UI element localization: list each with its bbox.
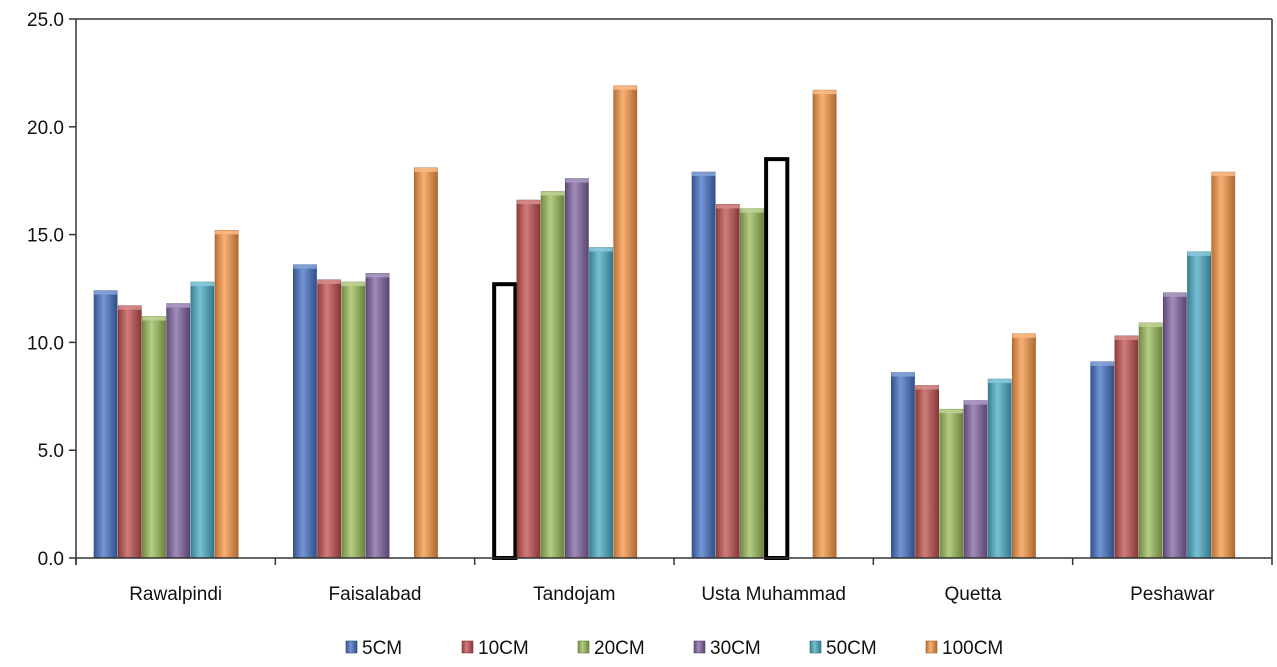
bar-cap-tandojam-100cm <box>613 85 637 90</box>
legend-label-5cm: 5CM <box>362 638 402 659</box>
bar-cap-rawalpindi-30cm <box>166 303 190 308</box>
bar-faisalabad-5cm <box>293 264 317 559</box>
bar-cap-rawalpindi-50cm <box>190 282 214 287</box>
axes-layer: 0.0 5.0 10.0 15.0 20.0 25.0 Rawalpindi Faisalab… <box>27 10 1273 605</box>
bar-peshawar-50cm <box>1187 251 1211 559</box>
bar-cap-peshawar-30cm <box>1163 292 1187 297</box>
bar-quetta-50cm <box>987 378 1012 559</box>
y-tick-label: 20.0 <box>27 118 64 139</box>
bar-usta-muhammad-5cm <box>691 171 716 559</box>
bar-cap-peshawar-5cm <box>1090 361 1114 366</box>
legend-swatch-10cm <box>461 640 474 654</box>
legend-swatch-30cm <box>693 640 706 654</box>
bar-cap-peshawar-20cm <box>1139 322 1163 327</box>
bar-cap-quetta-10cm <box>915 385 939 390</box>
bar-quetta-20cm <box>939 408 964 559</box>
bar-rawalpindi-5cm <box>93 290 118 559</box>
x-category-label: Faisalabad <box>329 584 422 605</box>
bar-cap-faisalabad-10cm <box>317 279 341 284</box>
bar-cap-quetta-20cm <box>939 409 963 414</box>
bar-faisalabad-100cm <box>414 167 438 559</box>
bar-cap-tandojam-50cm <box>589 247 613 252</box>
bar-rawalpindi-50cm <box>190 281 215 559</box>
x-category-label: Peshawar <box>1130 584 1215 605</box>
bar-rawalpindi-10cm <box>117 305 142 559</box>
bar-cap-peshawar-50cm <box>1187 251 1211 256</box>
bar-quetta-100cm <box>1012 333 1036 559</box>
bars-layer <box>93 85 1236 560</box>
legend-label-30cm: 30CM <box>710 638 761 659</box>
y-tick-label: 15.0 <box>27 226 64 247</box>
bar-cap-quetta-5cm <box>891 372 915 377</box>
bar-cap-usta-muhammad-5cm <box>692 172 716 177</box>
x-category-label: Rawalpindi <box>129 584 222 605</box>
bar-cap-peshawar-10cm <box>1114 335 1139 340</box>
legend-swatch-20cm <box>577 640 590 654</box>
bar-cap-faisalabad-30cm <box>365 273 390 278</box>
bar-cap-quetta-50cm <box>988 379 1012 384</box>
bar-cap-tandojam-20cm <box>541 191 565 196</box>
bar-cap-rawalpindi-20cm <box>142 316 166 321</box>
bar-faisalabad-10cm <box>317 279 342 559</box>
legend: 5CM 10CM 20CM 30CM 50CM 100CM <box>345 638 1003 659</box>
bar-cap-tandojam-10cm <box>516 200 541 205</box>
bar-cap-usta-muhammad-20cm <box>740 208 764 213</box>
bar-tandojam-30cm <box>564 178 589 559</box>
y-tick-label: 0.0 <box>38 549 64 570</box>
bar-quetta-30cm <box>963 400 988 559</box>
y-tick-label: 10.0 <box>27 333 64 354</box>
y-tick-label: 25.0 <box>27 10 64 31</box>
bar-peshawar-30cm <box>1162 292 1187 559</box>
legend-label-20cm: 20CM <box>594 638 645 659</box>
x-category-label: Quetta <box>944 584 1001 605</box>
bar-faisalabad-20cm <box>341 281 366 559</box>
bar-cap-faisalabad-5cm <box>293 264 317 269</box>
x-category-label: Tandojam <box>533 584 615 605</box>
bar-cap-usta-muhammad-10cm <box>716 204 740 209</box>
bar-tandojam-10cm <box>516 199 541 559</box>
bar-tandojam-100cm <box>613 85 638 559</box>
bar-peshawar-10cm <box>1114 335 1139 559</box>
bar-quetta-5cm <box>891 372 915 559</box>
bar-rawalpindi-100cm <box>214 229 239 559</box>
bar-cap-tandojam-30cm <box>565 178 589 183</box>
bar-usta-muhammad-100cm <box>812 89 837 559</box>
bar-tandojam-20cm <box>540 191 565 559</box>
bar-rawalpindi-20cm <box>142 316 166 559</box>
bar-tandojam-50cm <box>589 247 613 559</box>
bar-cap-rawalpindi-100cm <box>215 230 239 235</box>
legend-swatch-5cm <box>345 640 358 654</box>
legend-label-10cm: 10CM <box>478 638 529 659</box>
y-tick-label: 5.0 <box>38 441 64 462</box>
bar-cap-quetta-100cm <box>1012 333 1036 338</box>
bar-cap-faisalabad-20cm <box>341 282 365 287</box>
legend-label-100cm: 100CM <box>942 638 1003 659</box>
bar-cap-rawalpindi-10cm <box>118 305 142 310</box>
bar-peshawar-20cm <box>1138 322 1163 559</box>
bar-faisalabad-30cm <box>365 273 390 559</box>
legend-swatch-100cm <box>925 640 938 654</box>
bar-cap-quetta-30cm <box>963 400 988 405</box>
x-category-label: Usta Muhammad <box>701 584 846 605</box>
bar-cap-peshawar-100cm <box>1211 172 1235 177</box>
bar-tandojam-5cm-highlighted <box>492 282 518 560</box>
bar-cap-usta-muhammad-100cm <box>813 90 837 95</box>
bar-quetta-10cm <box>915 385 940 559</box>
bar-usta-muhammad-10cm <box>715 204 740 559</box>
bar-peshawar-100cm <box>1211 171 1236 559</box>
bar-cap-rawalpindi-5cm <box>94 290 118 295</box>
bar-peshawar-5cm <box>1090 361 1115 559</box>
bar-rawalpindi-30cm <box>166 303 191 559</box>
legend-label-50cm: 50CM <box>826 638 877 659</box>
bar-usta-muhammad-20cm <box>740 208 764 559</box>
legend-swatch-50cm <box>809 640 822 654</box>
bar-cap-faisalabad-100cm <box>414 167 438 172</box>
bar-usta-muhammad-30cm-highlighted <box>764 157 790 560</box>
